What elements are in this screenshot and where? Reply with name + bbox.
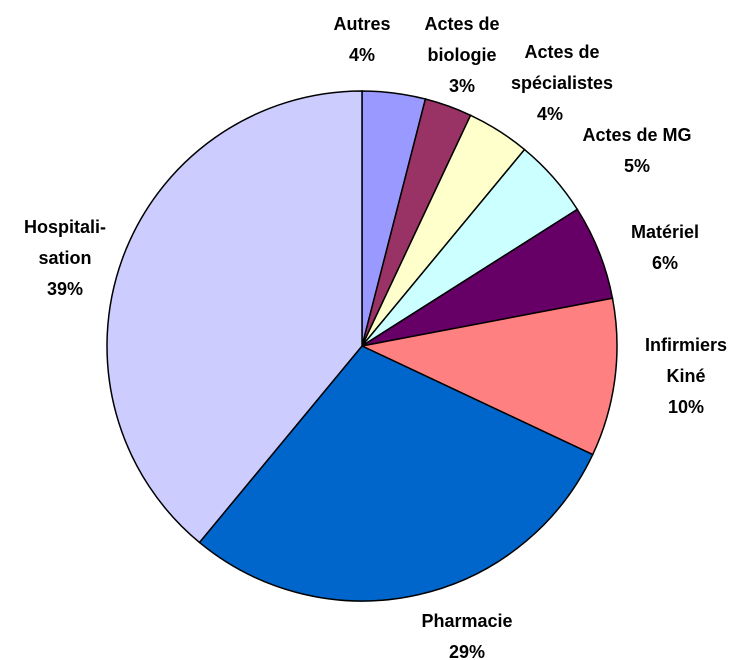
value-label: 29% bbox=[449, 642, 485, 660]
pie-slice bbox=[106, 90, 363, 544]
slice-label: Hospitali-sation bbox=[24, 217, 106, 268]
value-label: 10% bbox=[668, 397, 704, 417]
slice-label: Matériel bbox=[631, 222, 699, 242]
pie-slice bbox=[359, 297, 618, 456]
value-label: 3% bbox=[449, 76, 475, 96]
value-label: 39% bbox=[47, 279, 83, 299]
slice-label: Actes de biologie bbox=[424, 14, 499, 65]
value-label: 6% bbox=[652, 253, 678, 273]
slice-label: Actes de MG bbox=[582, 125, 691, 145]
pie-slice bbox=[198, 345, 594, 602]
slice-label: Infirmiers Kiné bbox=[645, 335, 727, 386]
slice-label: Pharmacie bbox=[421, 611, 512, 631]
value-label: 5% bbox=[624, 156, 650, 176]
value-label: 4% bbox=[537, 104, 563, 124]
slice-label: Autres bbox=[333, 14, 390, 34]
slice-label: Actes de spécialistes bbox=[511, 42, 613, 93]
value-label: 4% bbox=[349, 45, 375, 65]
